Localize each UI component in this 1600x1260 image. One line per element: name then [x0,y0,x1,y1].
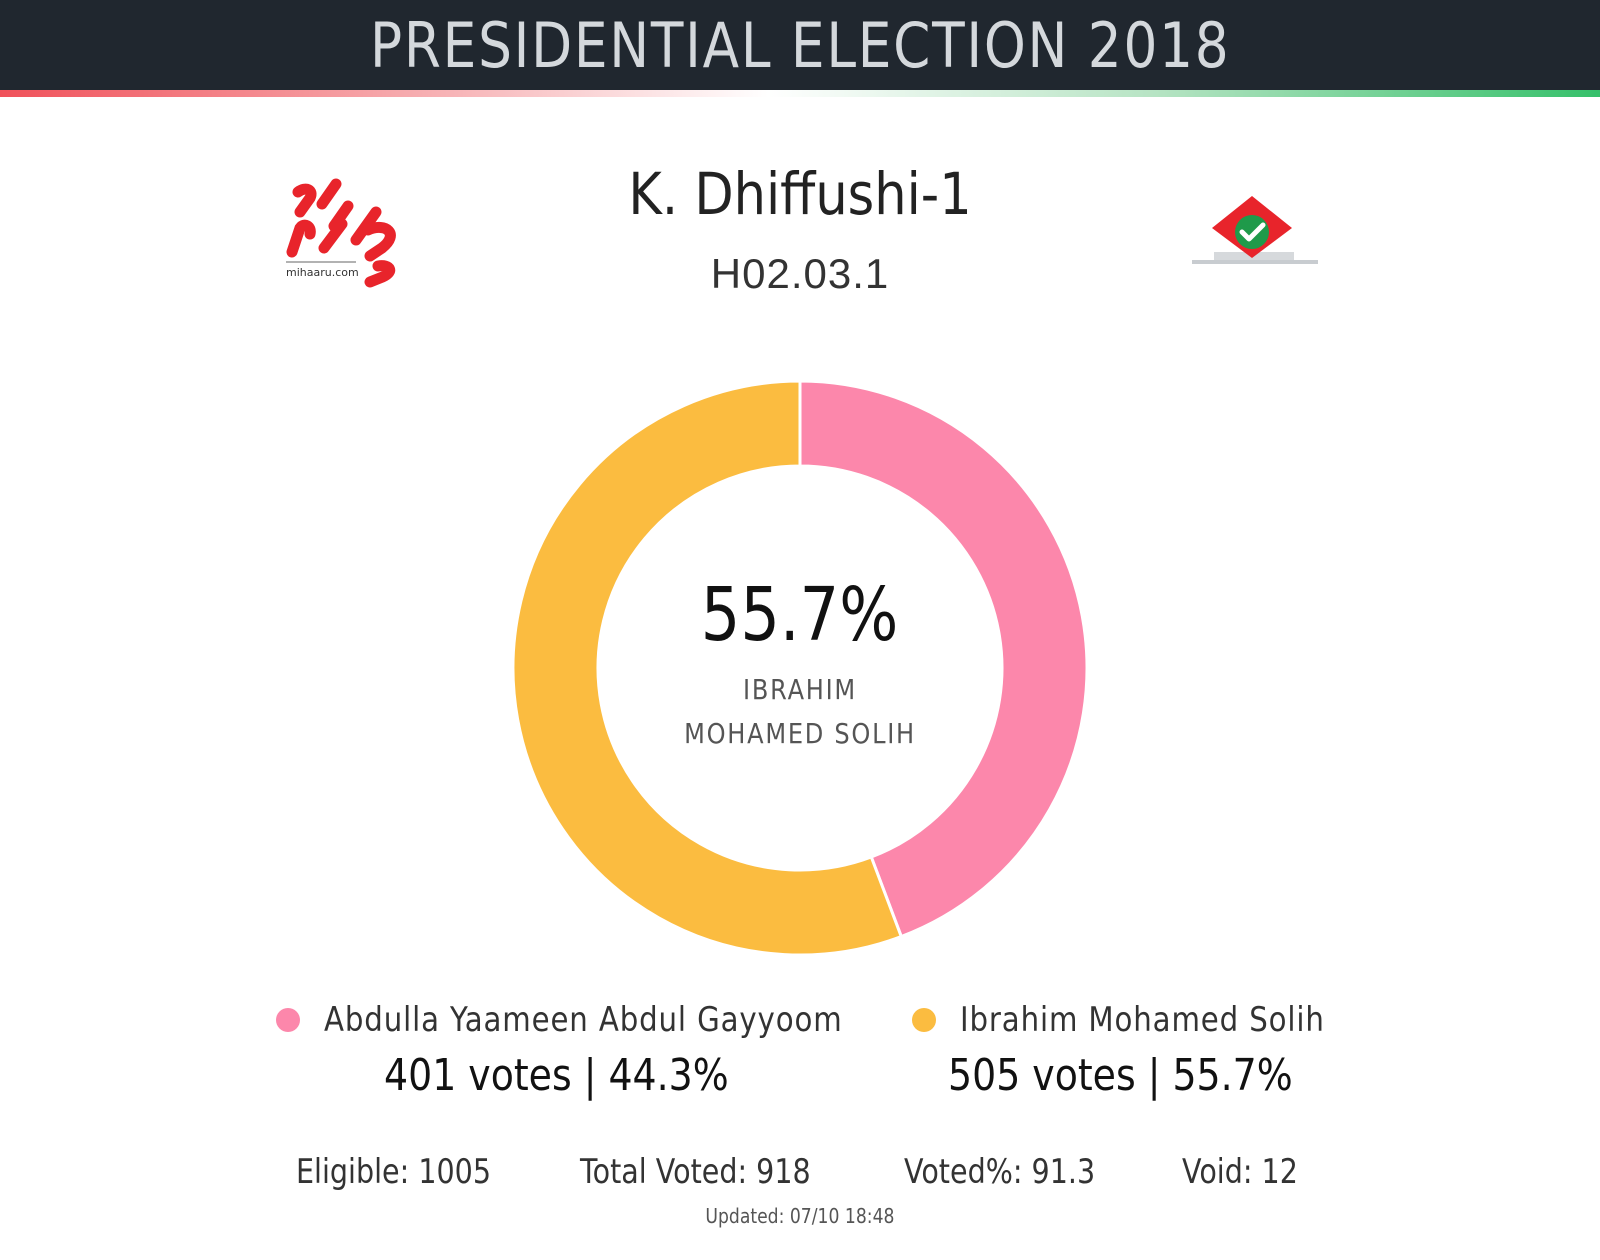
legend-dot-pink [276,1008,300,1032]
stat-total-voted: Total Voted: 918 [580,1152,811,1192]
donut-slice-1[interactable] [798,379,1089,939]
legend-votes-solih: 505 votes | 55.7% [947,1050,1293,1101]
winner-name: IBRAHIM MOHAMED SOLIH [684,673,916,750]
legend-label: Abdulla Yaameen Abdul Gayyoom [324,1000,843,1040]
legend-votes-yaameen: 401 votes | 44.3% [383,1050,729,1101]
mihaaru-logo: mihaaru.com [286,178,396,288]
constituency-name: K. Dhiffushi-1 [628,160,972,228]
winner-percent: 55.7% [701,572,899,658]
stat-void: Void: 12 [1182,1152,1298,1192]
stat-voted-percent: Voted%: 91.3 [904,1152,1096,1192]
header-bar: PRESIDENTIAL ELECTION 2018 [0,0,1600,90]
election-commission-logo [1192,196,1318,264]
donut-slice-2[interactable] [511,379,904,957]
constituency-code: H02.03.1 [710,250,890,297]
vote-donut-chart [511,379,1089,957]
legend-item-solih[interactable]: Ibrahim Mohamed Solih [912,1000,1384,1040]
updated-timestamp: Updated: 07/10 18:48 [705,1204,895,1228]
legend-item-yaameen[interactable]: Abdulla Yaameen Abdul Gayyoom [276,1000,927,1040]
legend-dot-yellow [912,1008,936,1032]
mihaaru-caption: mihaaru.com [286,266,359,279]
stat-eligible: Eligible: 1005 [296,1152,491,1192]
header-stripe [0,90,1600,97]
header-title: PRESIDENTIAL ELECTION 2018 [369,8,1231,82]
legend-label: Ibrahim Mohamed Solih [960,1000,1325,1040]
